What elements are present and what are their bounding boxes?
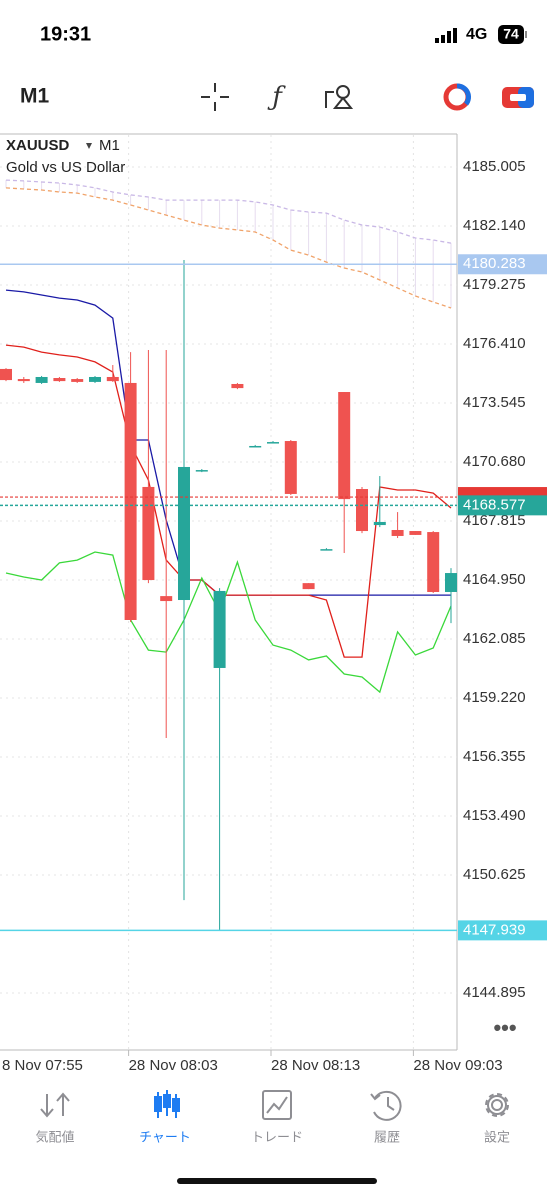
crosshair-icon[interactable] [201,83,229,111]
quotes-icon[interactable] [40,1092,70,1118]
indicator-line [5,344,452,658]
network: 4G [466,26,487,43]
indicators-icon[interactable]: ƒ [267,82,286,112]
tab-label[interactable]: 履歴 [374,1129,400,1144]
chart-tab-icon[interactable] [154,1090,180,1118]
battery-level: 74 [503,26,519,42]
candle-body [53,378,66,382]
price-label-box [458,254,547,275]
tab-label[interactable]: チャート [139,1129,191,1144]
price-label: 4168.577 [463,496,526,513]
signal-icon [435,28,457,43]
candle-body [284,441,297,494]
tab-label[interactable]: トレード [251,1129,303,1144]
y-tick-label: 4164.950 [463,571,526,588]
candle-body [142,486,155,581]
timeframe-button[interactable]: M1 [20,85,49,108]
y-tick-label: 4159.220 [463,689,526,706]
candle-body [178,466,190,601]
candle-body [89,376,101,382]
y-tick-label: 4144.895 [463,984,526,1001]
history-tab-icon[interactable] [370,1090,402,1121]
tab-bar: 気配値 チャート トレード 履歴 設定 [35,1129,510,1144]
candle-body [249,445,262,448]
y-tick-label: 4185.005 [463,158,526,175]
x-tick-label: 28 Nov 08:03 [129,1057,218,1074]
candle-body [160,596,173,602]
clock: 19:31 [40,23,91,45]
x-tick-label: 28 Nov 08:13 [271,1057,360,1074]
price-label: 4147.939 [463,921,526,938]
y-tick-label: 4167.815 [463,512,526,529]
candle-body [231,383,244,389]
y-tick-label: 4162.085 [463,630,526,647]
candle-body [195,470,208,472]
y-tick-label: 4179.275 [463,276,526,293]
candle-body [71,379,84,382]
y-tick-label: 4182.140 [463,217,526,234]
tab-label[interactable]: 設定 [484,1129,510,1144]
price-label-box [458,920,547,941]
candle-body [445,573,457,592]
candle-body [338,392,351,500]
trade-tab-icon[interactable] [262,1090,292,1120]
plot-area [0,135,457,1050]
symbol-dropdown[interactable] [86,143,92,149]
x-tick-label: 8 Nov 07:55 [2,1057,83,1074]
settings-tab-icon[interactable] [485,1093,509,1117]
y-tick-label: 4153.490 [463,807,526,824]
symbol: XAUUSD [6,137,70,154]
chart-timeframe: M1 [99,137,120,154]
candle-body [373,521,386,526]
y-tick-label: 4150.625 [463,866,526,883]
candle-body [302,583,315,590]
more-button[interactable]: ••• [493,1015,516,1040]
y-tick-label: 4170.680 [463,453,526,470]
y-tick-label: 4176.410 [463,335,526,352]
candle-body [356,489,368,532]
candle-body [409,531,422,535]
indicator-line [5,551,452,694]
candle-body [391,529,404,536]
battery [498,25,524,44]
objects-icon[interactable] [325,85,354,109]
y-tick-label: 4156.355 [463,748,526,765]
indicator-line [5,289,451,596]
candle-body [35,376,48,383]
account-icon[interactable] [443,83,472,111]
indicator-line [5,187,452,309]
symbol-description: Gold vs US Dollar [6,159,125,176]
candle-body [124,382,137,620]
indicator-line [5,179,452,244]
candle-body [427,532,440,592]
price-label: 4180.283 [463,255,526,272]
candle-body [320,549,333,551]
trade-icon[interactable] [502,87,534,108]
x-tick-label: 28 Nov 09:03 [413,1057,502,1074]
battery-tip [525,31,527,38]
price-label-box [458,495,547,516]
candle-body [267,442,279,444]
candle-body [213,590,226,668]
tab-label[interactable]: 気配値 [35,1129,74,1144]
y-tick-label: 4173.545 [463,394,526,411]
candle-body [106,376,119,382]
candle-body [0,368,12,381]
home-indicator [177,1178,377,1184]
candle-body [17,379,30,382]
